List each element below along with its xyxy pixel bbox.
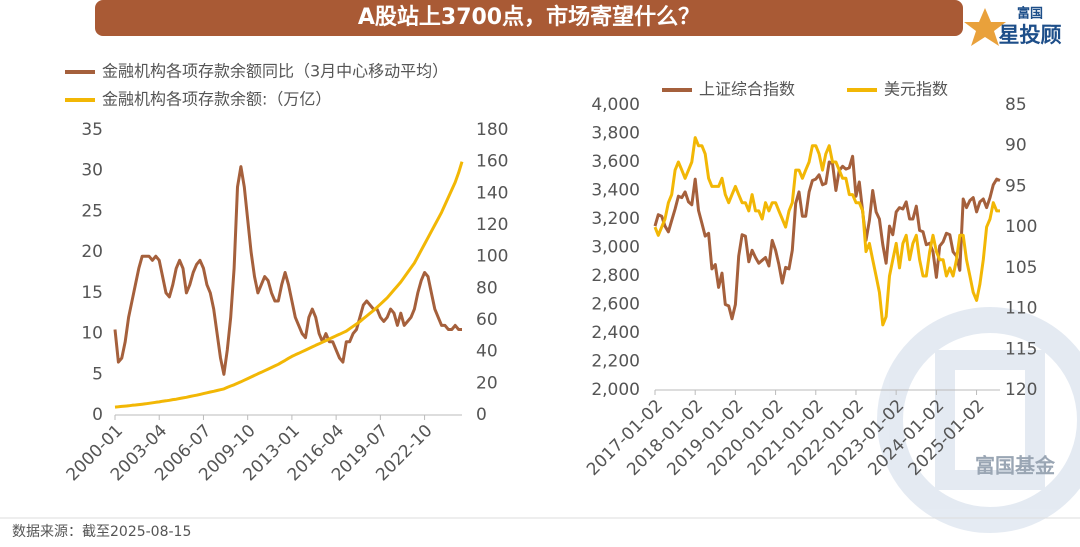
y2-tick-label: 0 [476, 405, 487, 425]
y2-tick-label: 100 [476, 247, 508, 267]
legend-label: 上证综合指数 [699, 80, 795, 99]
y2-tick-label: 115 [1005, 339, 1037, 359]
series-line [113, 165, 462, 376]
y-tick-label: 2,600 [591, 295, 640, 315]
header-banner [95, 0, 963, 36]
y2-tick-label: 120 [476, 215, 508, 235]
watermark-logo [877, 307, 1080, 533]
series-line [653, 154, 1001, 321]
y-tick-label: 2,200 [591, 352, 640, 372]
y-tick-label: 35 [81, 120, 103, 140]
y2-tick-label: 105 [1005, 258, 1037, 278]
y2-tick-label: 90 [1005, 136, 1027, 156]
footer-source: 数据来源：截至2025-08-15 [12, 524, 191, 540]
y-tick-label: 15 [81, 283, 103, 303]
y2-tick-label: 95 [1005, 176, 1027, 196]
legend-label: 金融机构各项存款余额同比（3月中心移动平均） [102, 62, 448, 81]
series-line [653, 136, 1000, 327]
header-title: A股站上3700点，市场寄望什么？ [358, 4, 700, 30]
y-tick-label: 25 [81, 201, 103, 221]
y-tick-label: 3,200 [591, 209, 640, 229]
y-tick-label: 2,800 [591, 266, 640, 286]
y2-tick-label: 140 [476, 183, 508, 203]
y-tick-label: 5 [92, 364, 103, 384]
y2-tick-label: 160 [476, 152, 508, 172]
y-tick-label: 0 [92, 405, 103, 425]
y-tick-label: 20 [81, 242, 103, 262]
y-tick-label: 3,000 [591, 238, 640, 258]
y-tick-label: 30 [81, 161, 103, 181]
y2-tick-label: 100 [1005, 217, 1037, 237]
y2-tick-label: 180 [476, 120, 508, 140]
y-tick-label: 10 [81, 324, 103, 344]
y-tick-label: 2,400 [591, 323, 640, 343]
y2-tick-label: 20 [476, 373, 498, 393]
y2-tick-label: 40 [476, 342, 498, 362]
y2-tick-label: 60 [476, 310, 498, 330]
y-tick-label: 3,600 [591, 152, 640, 172]
y-tick-label: 4,000 [591, 95, 640, 115]
y-tick-label: 3,800 [591, 124, 640, 144]
y2-tick-label: 80 [476, 278, 498, 298]
watermark: 富国基金 [975, 454, 1056, 478]
y-tick-label: 3,400 [591, 181, 640, 201]
series-line [114, 161, 464, 409]
y2-tick-label: 85 [1005, 95, 1027, 115]
logo-main: 星投顾 [999, 23, 1062, 47]
legend-label: 金融机构各项存款余额:（万亿） [102, 90, 331, 109]
y-tick-label: 2,000 [591, 380, 640, 400]
legend-label: 美元指数 [884, 80, 948, 99]
logo-star [964, 8, 1006, 46]
logo-top: 富国 [1017, 6, 1043, 22]
y2-tick-label: 110 [1005, 299, 1037, 319]
y2-tick-label: 120 [1005, 380, 1037, 400]
